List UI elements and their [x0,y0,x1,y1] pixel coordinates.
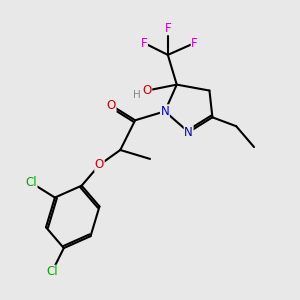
Text: F: F [191,37,198,50]
Text: N: N [184,126,193,139]
Text: F: F [141,37,147,50]
Text: Cl: Cl [46,266,58,278]
Text: F: F [164,22,171,34]
Text: H: H [133,90,140,100]
Text: O: O [107,99,116,112]
Text: O: O [142,84,152,97]
Text: O: O [95,158,104,171]
Text: N: N [160,105,169,118]
Text: Cl: Cl [25,176,37,189]
